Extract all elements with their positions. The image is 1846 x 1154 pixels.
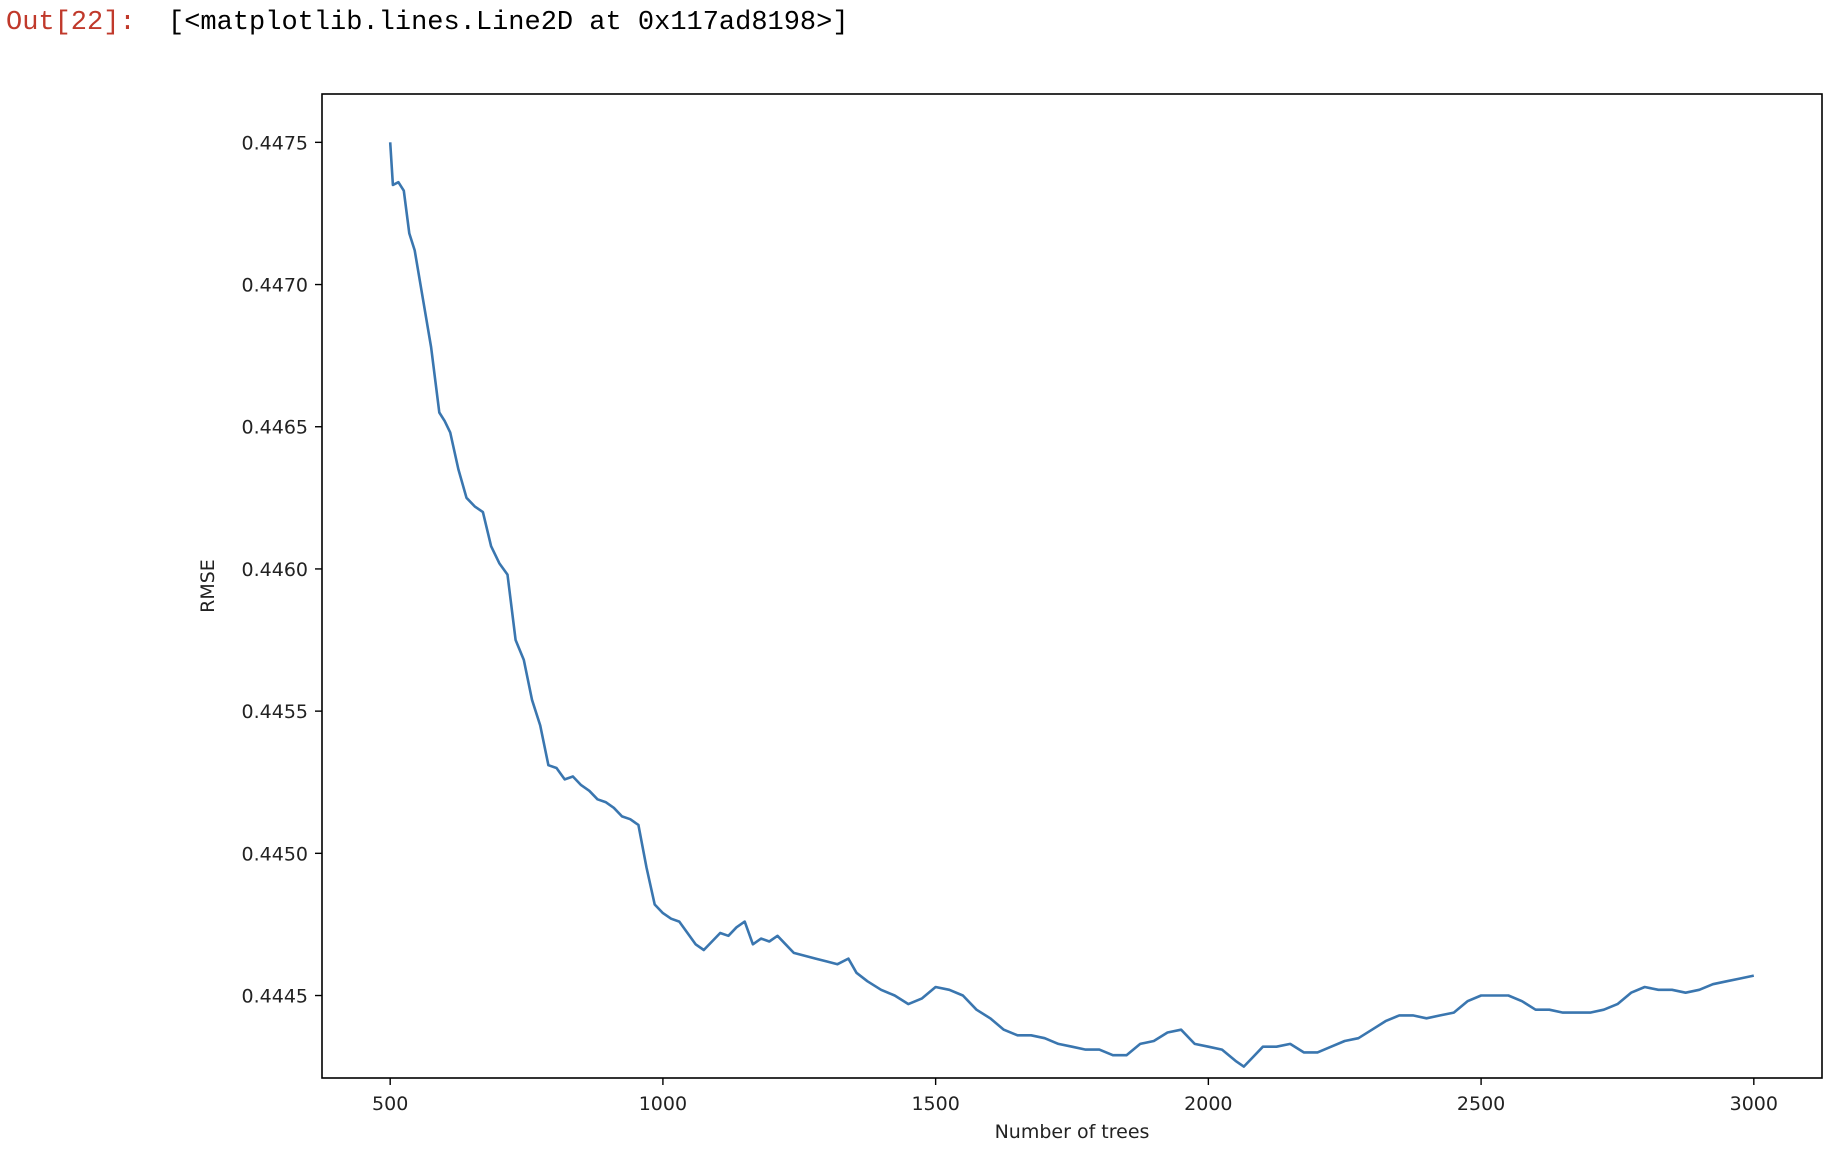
x-tick-label: 3000 (1730, 1093, 1778, 1115)
series-line (388, 142, 1755, 1068)
x-tick-label: 500 (372, 1093, 408, 1115)
x-tick-label: 2000 (1184, 1093, 1232, 1115)
y-tick-label: 0.4460 (242, 559, 308, 581)
y-tick-label: 0.4450 (242, 843, 308, 865)
x-tick-label: 1000 (639, 1093, 687, 1115)
y-axis-label: RMSE (197, 559, 219, 613)
y-tick-label: 0.4470 (242, 275, 308, 297)
y-tick-label: 0.4475 (242, 132, 308, 154)
output-line: Out[22]: [<matplotlib.lines.Line2D at 0x… (6, 8, 849, 38)
ticks-layer: 500 1000 1500 2000 2500 3000 0.4445 0.4450 0.445… (242, 132, 1778, 1115)
data-layer (388, 142, 1755, 1068)
x-tick-label: 1500 (911, 1093, 959, 1115)
y-tick-label: 0.4455 (242, 701, 308, 723)
x-axis-label: Number of trees (995, 1121, 1150, 1143)
axes-frame (321, 93, 1823, 1079)
x-tick-label: 2500 (1457, 1093, 1505, 1115)
y-tick-label: 0.4445 (242, 986, 308, 1008)
output-repr: [<matplotlib.lines.Line2D at 0x117ad8198… (168, 8, 849, 38)
y-tick-label: 0.4465 (242, 417, 308, 439)
output-prompt: Out[22]: (6, 8, 136, 38)
